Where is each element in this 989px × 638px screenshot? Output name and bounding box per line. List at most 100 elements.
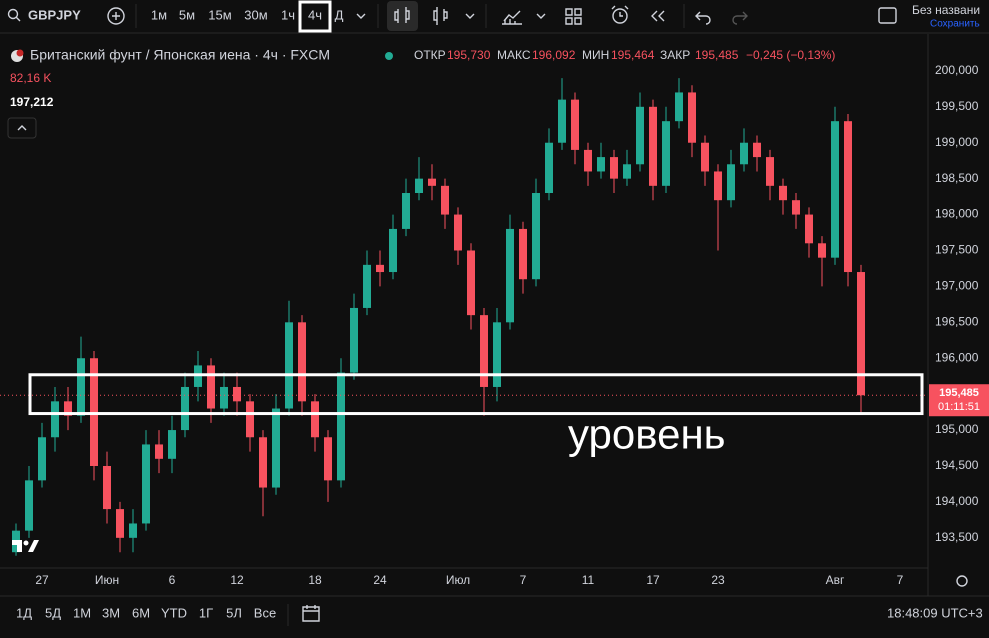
chart-type-active[interactable] [387, 1, 418, 31]
candle-body [610, 157, 618, 179]
candle-body [766, 157, 774, 186]
range-button[interactable]: 1М [73, 605, 91, 620]
candle-body [363, 264, 371, 308]
x-tick-label: 24 [373, 573, 387, 587]
candle-body [779, 185, 787, 201]
candle-body [844, 121, 852, 273]
y-tick-label: 199,500 [935, 99, 979, 113]
range-button[interactable]: 5Л [226, 605, 242, 620]
replay-icon[interactable] [651, 10, 665, 22]
candle-body [506, 228, 514, 323]
range-button[interactable]: 5Д [45, 605, 61, 620]
symbol[interactable]: GBPJPY [28, 7, 81, 22]
candle-body [480, 315, 488, 387]
range-button[interactable]: 1Д [16, 605, 32, 620]
close-label: ЗАКР [660, 48, 690, 62]
layout-icon[interactable] [565, 8, 582, 25]
date-range-icon[interactable] [302, 605, 320, 622]
candle-body [285, 322, 293, 409]
symbol-logo-flag [16, 49, 24, 57]
redo-icon[interactable] [732, 11, 748, 25]
plot-area [0, 78, 928, 556]
interval-button[interactable]: 1м [151, 7, 167, 22]
candle-body [753, 142, 761, 158]
candle-body [662, 121, 670, 186]
x-tick-label: 17 [646, 573, 660, 587]
range-group: 1Д 5Д 1М 3М 6М YTD 1Г 5Л Все [16, 605, 276, 620]
x-tick-label: 18 [308, 573, 322, 587]
candle-body [389, 228, 397, 273]
last-price-label: 195,485 [939, 387, 979, 399]
candle-body [311, 401, 319, 438]
candle-body [857, 272, 865, 396]
indicators-icon[interactable] [502, 10, 522, 25]
candle-body [519, 228, 527, 280]
range-button[interactable]: 6М [132, 605, 150, 620]
interval-button[interactable]: 30м [244, 7, 267, 22]
undo-icon[interactable] [695, 11, 711, 25]
y-tick-label: 199,000 [935, 135, 979, 149]
candle-body [428, 178, 436, 186]
candle-body [38, 437, 46, 481]
x-tick-label: Авг [826, 573, 845, 587]
last-price-tag [929, 384, 989, 417]
layout-name[interactable]: Без названи [912, 3, 980, 17]
candle-body [558, 99, 566, 143]
candle-body [259, 437, 267, 488]
interval-button[interactable]: 5м [179, 7, 195, 22]
x-tick-label: Июн [95, 573, 119, 587]
interval-button[interactable]: 4ч [308, 7, 322, 22]
x-tick-label: 11 [582, 573, 595, 587]
candle-body [324, 437, 332, 481]
settings-icon[interactable] [956, 575, 968, 587]
collapse-button[interactable] [7, 117, 37, 139]
candle-body [571, 99, 579, 150]
bars-icon[interactable] [433, 7, 448, 25]
clock[interactable]: 18:48:09 UTC+3 [887, 605, 983, 620]
save-link[interactable]: Сохранить [930, 19, 980, 30]
search-icon[interactable] [7, 8, 19, 20]
range-button[interactable]: YTD [161, 605, 187, 620]
layout-box[interactable] [878, 7, 897, 24]
range-button[interactable]: 3М [102, 605, 120, 620]
x-tick-label: Июл [446, 573, 470, 587]
candle-body [714, 171, 722, 201]
candle-body [818, 243, 826, 258]
candle-body [129, 523, 137, 538]
candle-body [792, 200, 800, 215]
low-label: МИН [582, 48, 609, 62]
range-button[interactable]: 1Г [199, 605, 213, 620]
change-value: −0,245 (−0,13%) [746, 48, 835, 62]
range-button[interactable]: Все [254, 605, 276, 620]
indicator-menu[interactable] [536, 13, 546, 19]
add-symbol[interactable] [107, 7, 125, 25]
interval-button[interactable]: 1ч [281, 7, 295, 22]
candle-body [688, 92, 696, 143]
candle-body [727, 164, 735, 201]
interval-button[interactable]: Д [335, 7, 344, 22]
logo-dot [23, 540, 29, 546]
interval-button[interactable]: 15м [208, 7, 231, 22]
open-label: ОТКР [414, 48, 446, 62]
candle-body [116, 509, 124, 538]
y-tick-label: 198,000 [935, 207, 979, 221]
candle-body [532, 193, 540, 280]
logo-shape [12, 540, 39, 552]
legend-title: Британский фунт / Японская иена · 4ч · F… [30, 47, 330, 63]
y-tick-label: 200,000 [935, 63, 979, 77]
candle-body [402, 193, 410, 229]
type-menu[interactable] [465, 13, 475, 19]
candle-body [246, 401, 254, 438]
candle-body [636, 106, 644, 165]
alert-icon[interactable] [612, 8, 628, 24]
x-tick-label: 7 [520, 573, 527, 587]
interval-menu[interactable] [356, 13, 366, 19]
candle-body [181, 386, 189, 431]
candle-body [415, 178, 423, 194]
x-tick-label: 7 [897, 573, 904, 587]
level-label: уровень [568, 411, 726, 458]
candle-body [545, 142, 553, 194]
top-toolbar: GBPJPY 1м 5м 15м 30м 1ч 4ч Д Без названи Сохра… [0, 0, 989, 34]
